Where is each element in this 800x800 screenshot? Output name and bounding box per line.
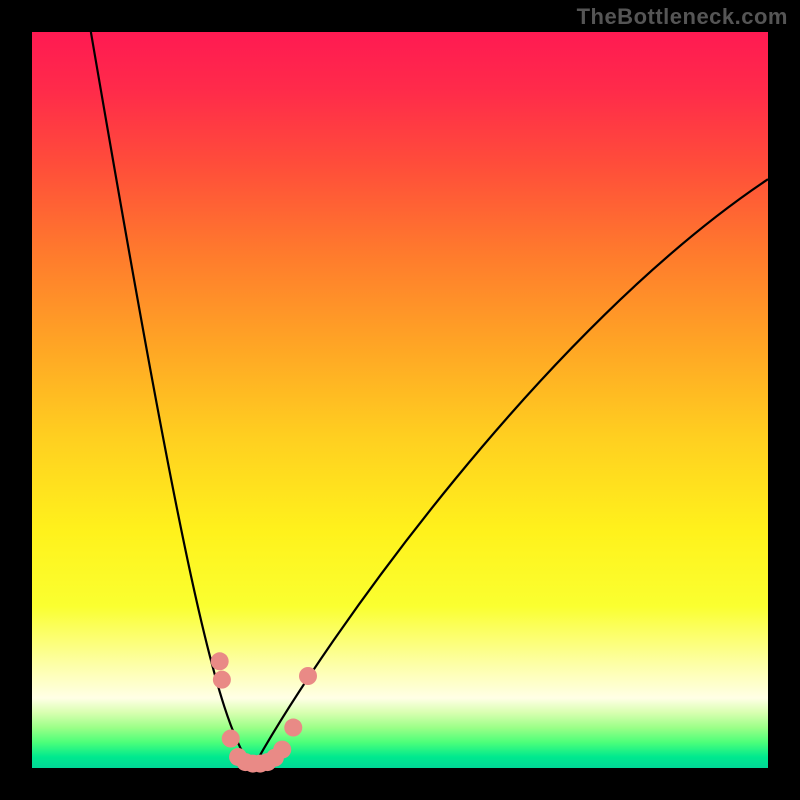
data-marker (299, 667, 317, 685)
bottleneck-chart (0, 0, 800, 800)
data-marker (284, 719, 302, 737)
data-marker (222, 730, 240, 748)
data-marker (213, 671, 231, 689)
plot-background-gradient (32, 32, 768, 768)
data-marker (211, 652, 229, 670)
chart-container: TheBottleneck.com (0, 0, 800, 800)
watermark-text: TheBottleneck.com (577, 4, 788, 30)
data-marker (273, 741, 291, 759)
